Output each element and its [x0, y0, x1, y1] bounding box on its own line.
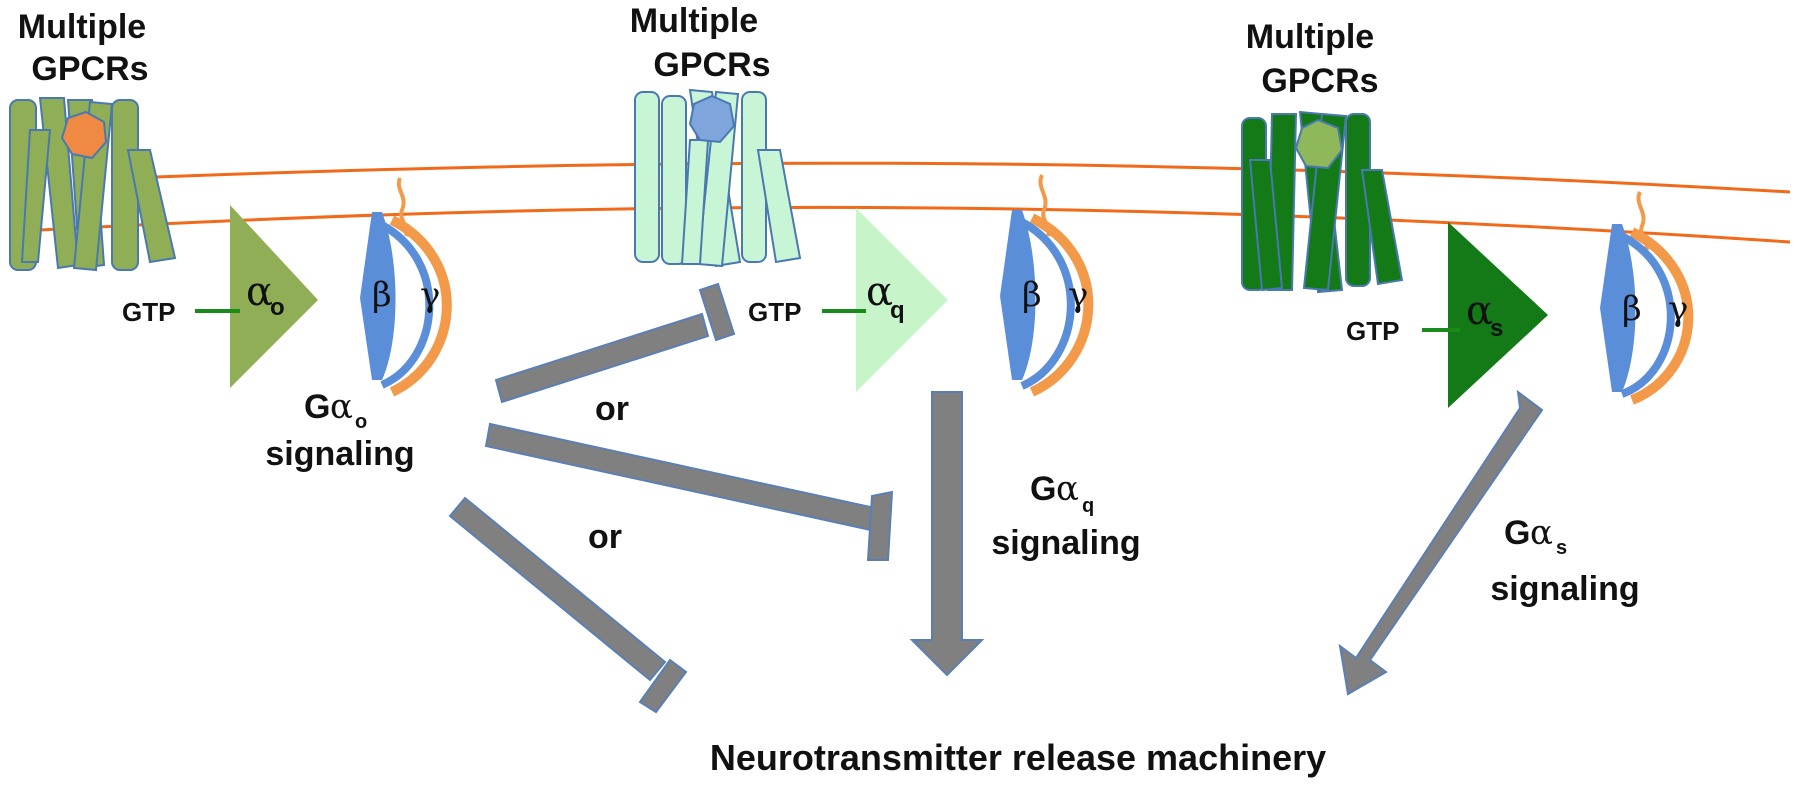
- subscript-o-label: o: [355, 411, 367, 433]
- beta-symbol-o: β: [372, 275, 392, 315]
- alpha-symbol-q-label: α: [1056, 469, 1079, 509]
- subscript-q-label: q: [1082, 495, 1094, 517]
- g-alpha-q: GTP α q: [748, 208, 948, 392]
- signaling-label-s: G α s signaling: [1490, 513, 1639, 608]
- gtp-label-o: GTP: [122, 297, 175, 327]
- ligand-q: [688, 94, 736, 144]
- receptor-s: [1241, 110, 1404, 294]
- or-label-2: or: [588, 518, 622, 556]
- gpcr-label-q-line1: Multiple: [630, 2, 758, 40]
- signaling-label-o: G α o signaling: [265, 387, 414, 473]
- beta-symbol-q: β: [1022, 275, 1042, 315]
- beta-symbol-s: β: [1622, 289, 1642, 329]
- neurotransmitter-release-label: Neurotransmitter release machinery: [710, 737, 1326, 778]
- inhibition-o-to-q-signaling: [484, 422, 894, 561]
- gpcr-label-o-line1: Multiple: [18, 8, 146, 46]
- g-alpha-o: GTP α o: [122, 205, 318, 388]
- gamma-symbol-s: γ: [1668, 289, 1688, 329]
- gtp-label-q: GTP: [748, 297, 801, 327]
- signaling-word-q: signaling: [991, 524, 1140, 562]
- subscript-s-label: s: [1556, 537, 1567, 559]
- alpha-symbol-s-label: α: [1530, 513, 1553, 553]
- g-beta-gamma-o: β γ: [360, 177, 452, 397]
- alpha-q-symbol: α: [866, 269, 893, 315]
- gpcr-cluster-s: Multiple GPCRs: [1241, 18, 1404, 294]
- alpha-s-symbol: α: [1466, 288, 1493, 334]
- arrow-q-to-release: [909, 391, 985, 677]
- gpcr-cluster-q: Multiple GPCRs: [630, 2, 802, 268]
- inhibition-o-to-alpha-q: [494, 282, 736, 404]
- arrow-s-to-release: [1338, 389, 1544, 696]
- alpha-s-subscript: s: [1490, 315, 1503, 342]
- g-alpha-s: GTP α s: [1346, 222, 1548, 408]
- gpcr-label-o-line2: GPCRs: [31, 50, 148, 88]
- signaling-word-s: signaling: [1490, 570, 1639, 608]
- receptor-q: [634, 88, 802, 268]
- gamma-symbol-q: γ: [1068, 275, 1088, 315]
- gpcr-label-s-line1: Multiple: [1246, 18, 1374, 56]
- gpcr-label-q-line2: GPCRs: [653, 46, 770, 84]
- membrane-inner-line: [39, 205, 1791, 244]
- signaling-label-q: G α q signaling: [991, 469, 1140, 562]
- inhibition-o-to-release: [448, 496, 688, 714]
- signaling-word-o: signaling: [265, 435, 414, 473]
- alpha-o-subscript: o: [270, 294, 285, 321]
- alpha-q-subscript: q: [890, 297, 905, 324]
- membrane-outer-line: [129, 161, 1791, 194]
- alpha-symbol-o-label: α: [330, 387, 353, 427]
- alpha-o-symbol: α: [246, 269, 273, 315]
- ligand-o: [60, 110, 108, 160]
- g-symbol-q: G: [1030, 470, 1056, 508]
- gtp-label-s: GTP: [1346, 316, 1399, 346]
- gpcr-label-s-line2: GPCRs: [1261, 62, 1378, 100]
- g-symbol-o: G: [304, 388, 330, 426]
- gamma-symbol-o: γ: [420, 275, 440, 315]
- gpcr-cluster-o: Multiple GPCRs: [9, 8, 177, 272]
- g-symbol-s: G: [1504, 514, 1530, 552]
- ligand-s: [1294, 118, 1344, 170]
- or-label-1: or: [595, 390, 629, 428]
- g-beta-gamma-q: β γ: [1000, 174, 1094, 397]
- g-beta-gamma-s: β γ: [1600, 191, 1694, 405]
